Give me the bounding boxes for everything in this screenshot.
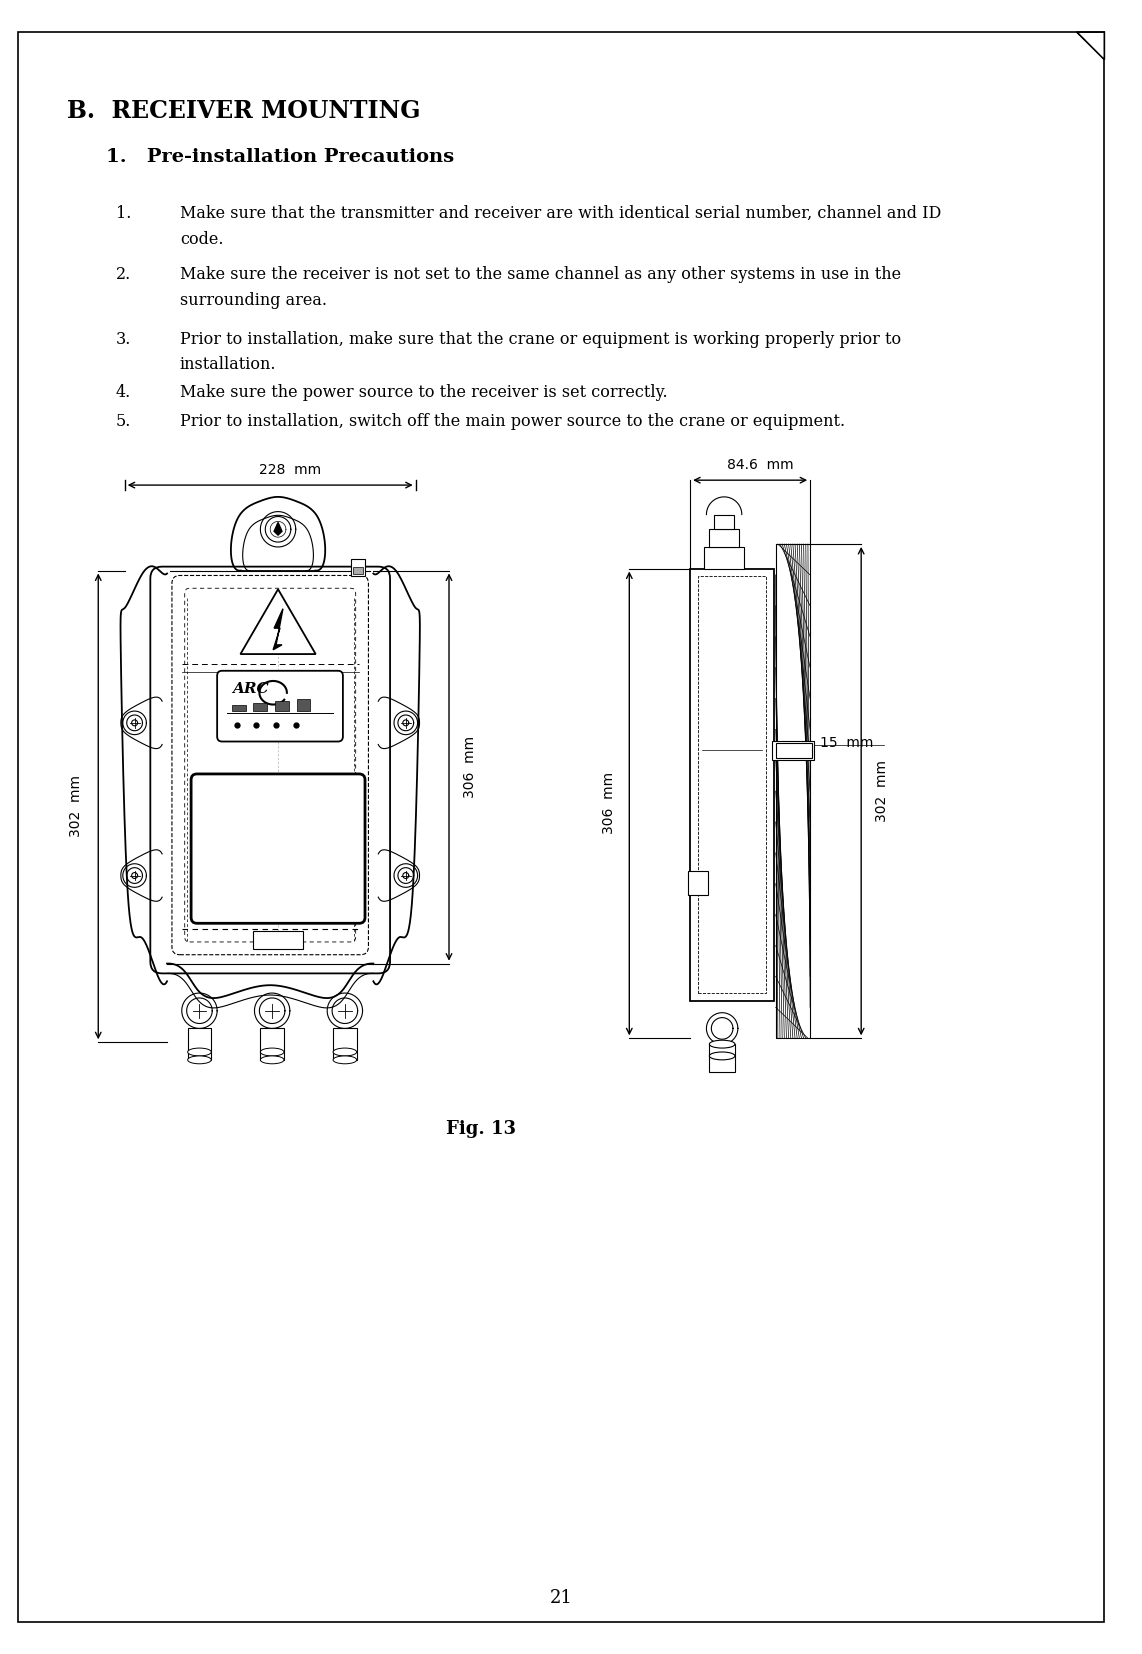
Bar — [353, 567, 362, 574]
Text: 21: 21 — [549, 1589, 572, 1608]
Ellipse shape — [260, 1049, 284, 1055]
Bar — [187, 1029, 211, 1060]
Ellipse shape — [187, 1049, 211, 1055]
Bar — [254, 931, 303, 949]
Bar — [775, 544, 810, 1039]
Text: Make sure that the transmitter and receiver are with identical serial number, ch: Make sure that the transmitter and recei… — [179, 205, 941, 222]
Text: 84.6  mm: 84.6 mm — [726, 458, 794, 473]
Polygon shape — [274, 523, 282, 536]
Text: 306  mm: 306 mm — [602, 772, 616, 835]
Text: 1.   Pre-installation Precautions: 1. Pre-installation Precautions — [106, 149, 455, 165]
Text: Prior to installation, switch off the main power source to the crane or equipmen: Prior to installation, switch off the ma… — [179, 414, 845, 430]
Ellipse shape — [709, 1052, 735, 1060]
Text: surrounding area.: surrounding area. — [179, 291, 327, 309]
Text: Prior to installation, make sure that the crane or equipment is working properly: Prior to installation, make sure that th… — [179, 331, 901, 347]
Bar — [689, 872, 708, 895]
Bar — [297, 700, 311, 711]
Bar — [709, 1044, 735, 1072]
Polygon shape — [273, 609, 283, 650]
Text: code.: code. — [179, 230, 224, 248]
Text: 302  mm: 302 mm — [69, 776, 82, 837]
Text: Fig. 13: Fig. 13 — [447, 1120, 516, 1138]
Text: 5.: 5. — [116, 414, 131, 430]
Ellipse shape — [187, 1055, 211, 1064]
Text: ARC: ARC — [232, 681, 268, 696]
Text: 3.: 3. — [116, 331, 131, 347]
Bar — [260, 1029, 284, 1060]
Bar — [254, 703, 267, 711]
Text: 1.: 1. — [116, 205, 131, 222]
Text: B.  RECEIVER MOUNTING: B. RECEIVER MOUNTING — [67, 99, 420, 122]
Text: 15  mm: 15 mm — [820, 736, 874, 751]
Bar — [698, 577, 766, 992]
Ellipse shape — [333, 1055, 356, 1064]
Ellipse shape — [333, 1049, 356, 1055]
Text: installation.: installation. — [179, 356, 276, 374]
Text: 4.: 4. — [116, 384, 131, 400]
Bar — [705, 547, 743, 569]
Text: Make sure the power source to the receiver is set correctly.: Make sure the power source to the receiv… — [179, 384, 667, 400]
Ellipse shape — [260, 1055, 284, 1064]
Bar — [709, 529, 739, 547]
FancyBboxPatch shape — [151, 567, 391, 974]
Text: 306  mm: 306 mm — [463, 736, 476, 799]
Bar — [775, 743, 812, 758]
FancyBboxPatch shape — [217, 672, 343, 741]
Bar — [232, 705, 246, 711]
FancyBboxPatch shape — [191, 774, 365, 923]
Bar — [772, 741, 814, 761]
Bar — [690, 569, 774, 1001]
Polygon shape — [1077, 31, 1104, 60]
Ellipse shape — [709, 1040, 735, 1049]
Bar — [714, 514, 734, 529]
Text: 228  mm: 228 mm — [259, 463, 321, 478]
Polygon shape — [241, 589, 315, 653]
Text: 302  mm: 302 mm — [875, 761, 888, 822]
Bar — [275, 701, 289, 711]
Text: Make sure the receiver is not set to the same channel as any other systems in us: Make sure the receiver is not set to the… — [179, 266, 901, 283]
Bar — [333, 1029, 356, 1060]
Bar — [351, 559, 364, 577]
Text: 2.: 2. — [116, 266, 131, 283]
